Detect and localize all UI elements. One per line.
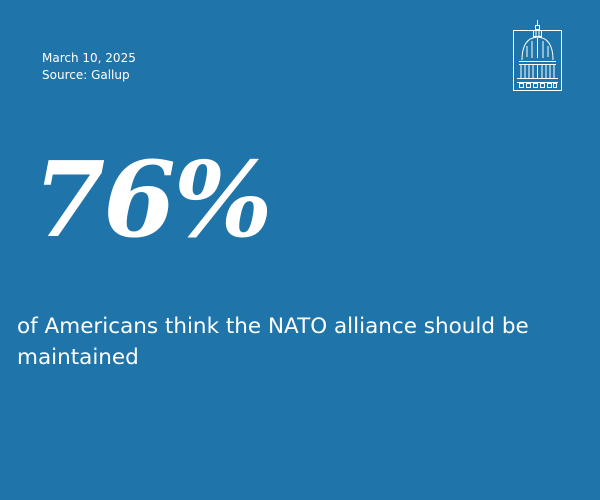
meta-block: March 10, 2025 Source: Gallup bbox=[42, 50, 136, 84]
capitol-dome-icon bbox=[513, 20, 562, 91]
date-label: March 10, 2025 bbox=[42, 51, 136, 65]
stat-value: 76% bbox=[33, 138, 273, 261]
stat-caption: of Americans think the NATO alliance sho… bbox=[17, 314, 529, 370]
source-label: Source: Gallup bbox=[42, 68, 130, 82]
